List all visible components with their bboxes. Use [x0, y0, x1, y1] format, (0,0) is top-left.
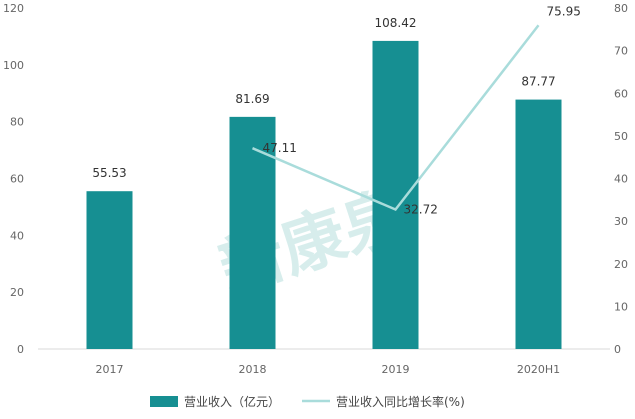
line-value-label: 75.95 [547, 4, 581, 18]
legend-label-growth: 营业收入同比增长率(%) [336, 394, 465, 409]
line-value-label: 47.11 [263, 141, 297, 155]
bar [86, 191, 133, 349]
x-tick-label: 2017 [96, 363, 124, 376]
bar-value-label: 55.53 [92, 166, 126, 180]
legend-label-revenue: 营业收入（亿元） [184, 394, 280, 409]
y-right-tick-label: 80 [614, 2, 628, 15]
bar [372, 40, 419, 350]
bar-value-label: 81.69 [235, 92, 269, 106]
y-right-tick-label: 40 [614, 173, 628, 186]
y-left-tick-label: 100 [3, 59, 24, 72]
y-left-tick-label: 120 [3, 2, 24, 15]
bar-value-label: 87.77 [521, 75, 555, 89]
bar [515, 99, 562, 349]
y-right-tick-label: 0 [614, 343, 621, 356]
legend-swatch-bar [150, 396, 178, 407]
y-left-tick-label: 60 [10, 173, 24, 186]
y-right-tick-label: 50 [614, 130, 628, 143]
y-right-tick-label: 20 [614, 258, 628, 271]
y-left-tick-label: 80 [10, 116, 24, 129]
y-right-tick-label: 70 [614, 45, 628, 58]
x-tick-label: 2018 [239, 363, 267, 376]
y-right-tick-label: 60 [614, 87, 628, 100]
y-left-tick-label: 20 [10, 286, 24, 299]
y-right-tick-label: 10 [614, 300, 628, 313]
y-left-tick-label: 40 [10, 229, 24, 242]
y-left-tick-label: 0 [17, 343, 24, 356]
line-value-label: 32.72 [404, 203, 438, 217]
x-tick-label: 2019 [382, 363, 410, 376]
y-right-tick-label: 30 [614, 215, 628, 228]
bar-value-label: 108.42 [375, 16, 417, 30]
x-tick-label: 2020H1 [517, 363, 560, 376]
